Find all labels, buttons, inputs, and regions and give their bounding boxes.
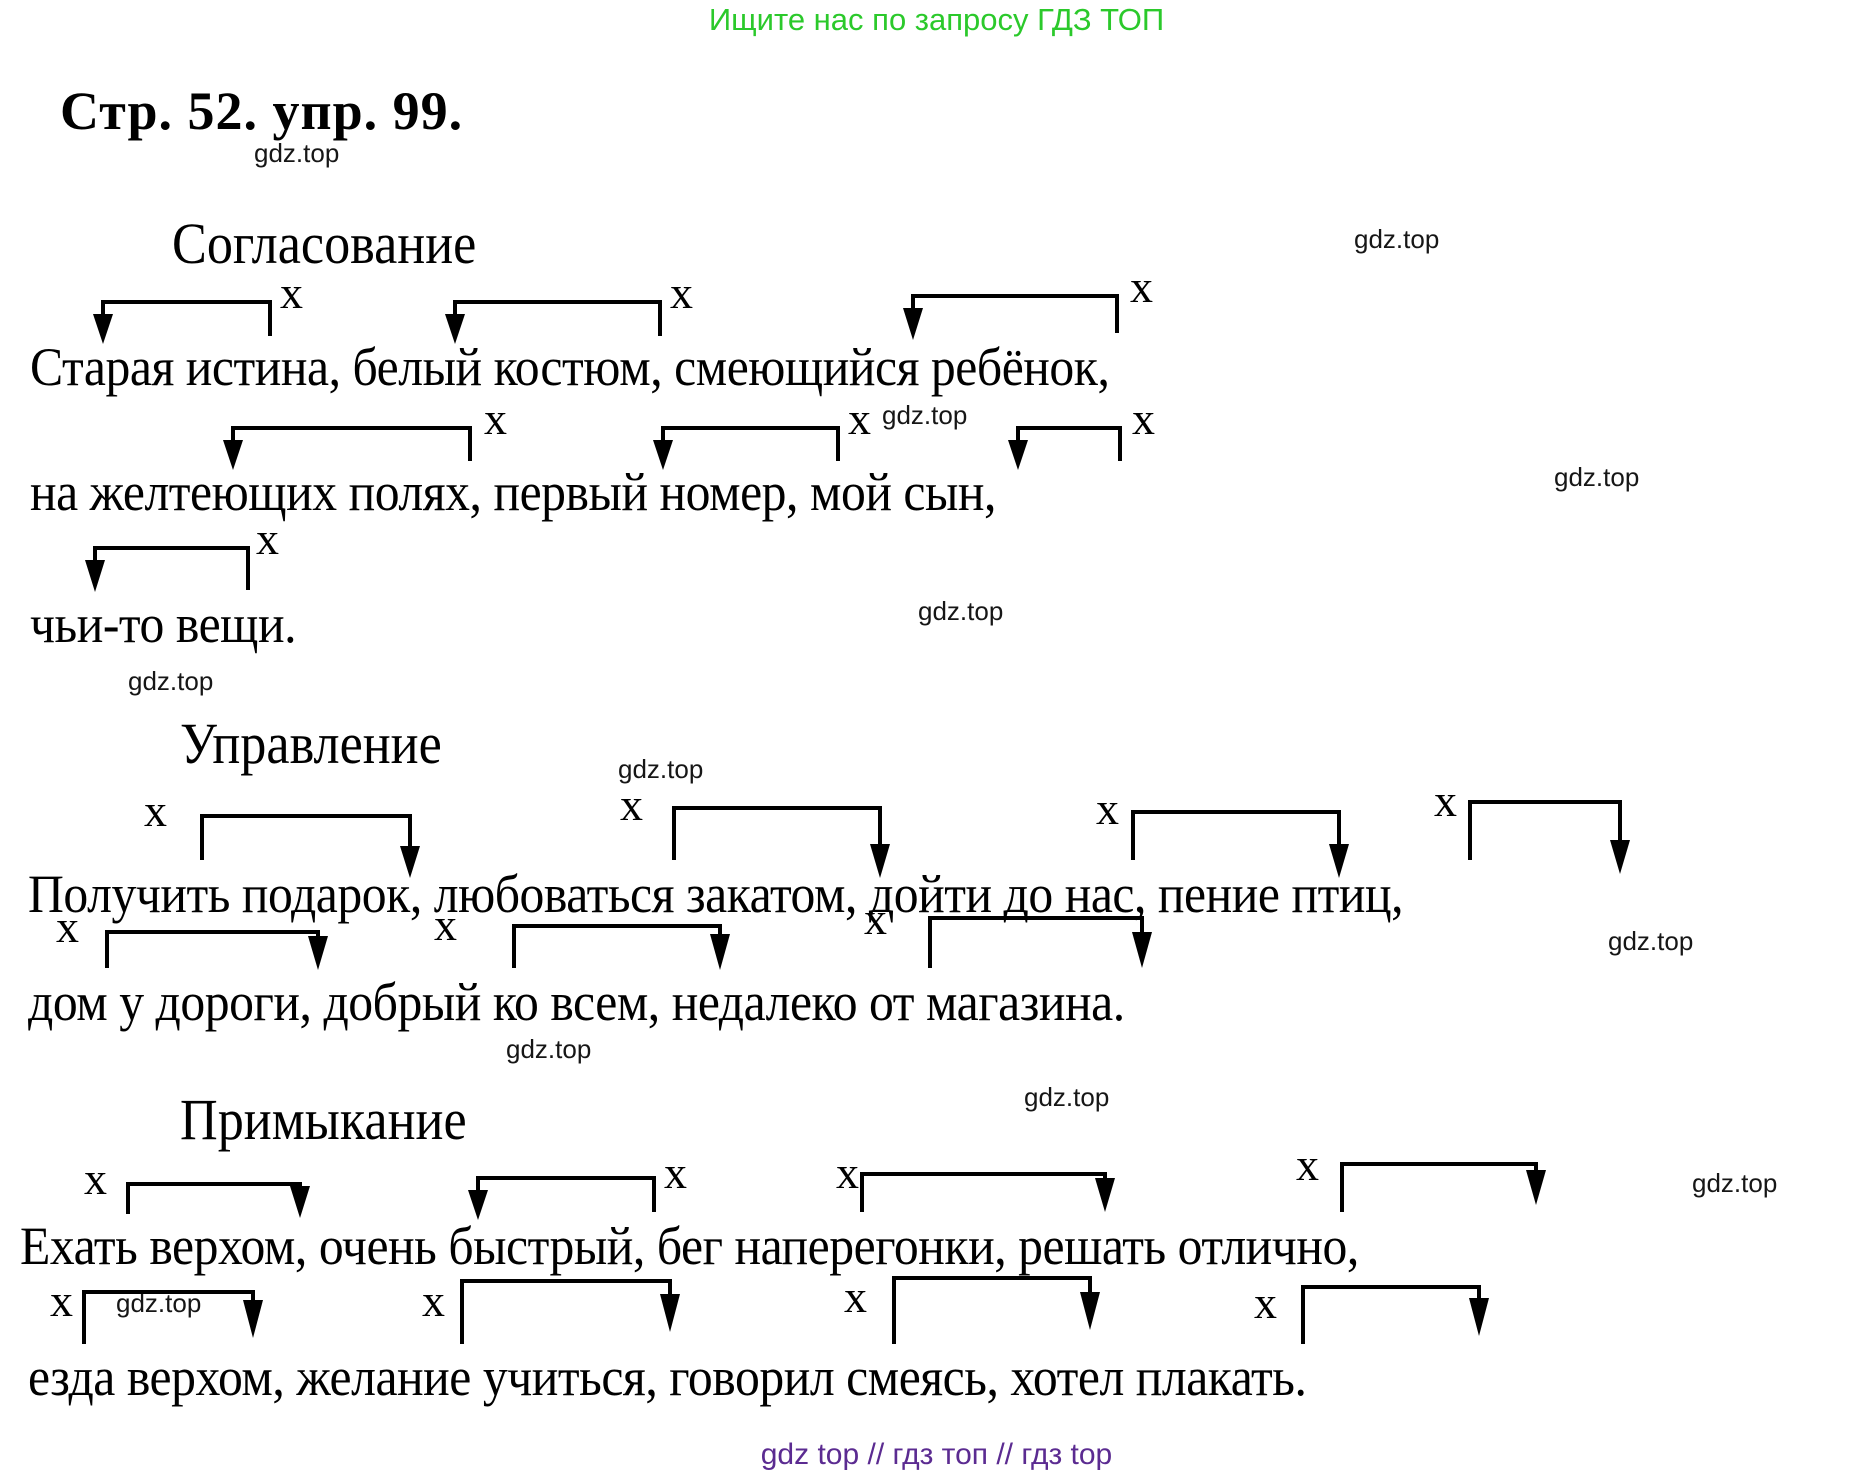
section-heading-soglasovanie: Согласование	[172, 211, 477, 276]
section-heading-upravlenie: Управление	[180, 711, 442, 776]
dependency-arrow	[928, 916, 1152, 968]
head-marker-x: х	[84, 1153, 107, 1204]
phrase-line: чьи-то вещи.	[30, 594, 297, 654]
head-marker-x: х	[620, 779, 643, 830]
head-marker-x: х	[670, 267, 693, 318]
watermark: gdz.top	[1024, 1082, 1110, 1112]
watermark: gdz.top	[116, 1288, 202, 1318]
head-marker-x: х	[56, 901, 79, 952]
watermark: gdz.top	[618, 754, 704, 784]
head-marker-x: х	[1254, 1277, 1277, 1328]
head-marker-x: х	[422, 1275, 445, 1326]
phrase-line: Старая истина, белый костюм, смеющийся р…	[30, 337, 1110, 397]
watermark: gdz.top	[1608, 926, 1694, 956]
head-marker-x: х	[1132, 393, 1155, 444]
head-marker-x: х	[836, 1147, 859, 1198]
head-marker-x: х	[664, 1147, 687, 1198]
phrase-line: на желтеющих полях, первый номер, мой сы…	[30, 462, 997, 522]
head-marker-x: х	[484, 393, 507, 444]
head-marker-x: х	[1130, 261, 1153, 312]
head-marker-x: х	[848, 393, 871, 444]
dependency-arrow	[1468, 800, 1630, 874]
page-title: Стр. 52. упр. 99.	[60, 81, 464, 141]
watermark: gdz.top	[918, 596, 1004, 626]
promo-banner: Ищите нас по запросу ГДЗ ТОП	[708, 2, 1165, 37]
dependency-arrow	[1008, 426, 1122, 470]
head-marker-x: х	[1434, 775, 1457, 826]
head-marker-x: х	[1296, 1139, 1319, 1190]
watermark: gdz.top	[1354, 224, 1440, 254]
dependency-arrow	[460, 1279, 680, 1344]
footer-branding: gdz top // гдз топ // гдз top	[760, 1438, 1113, 1471]
dependency-arrow	[860, 1172, 1115, 1212]
watermark: gdz.top	[1554, 462, 1640, 492]
phrase-line: дом у дороги, добрый ко всем, недалеко о…	[28, 972, 1125, 1032]
dependency-arrow	[903, 294, 1119, 340]
head-marker-x: х	[1096, 783, 1119, 834]
dependency-arrow	[512, 924, 730, 970]
head-marker-x: х	[844, 1271, 867, 1322]
head-marker-x: х	[864, 893, 887, 944]
phrase-line: Получить подарок, любоваться закатом, до…	[28, 864, 1404, 924]
watermark: gdz.top	[506, 1034, 592, 1064]
watermark: gdz.top	[1692, 1168, 1778, 1198]
watermark: gdz.top	[882, 400, 968, 430]
phrase-line: Ехать верхом, очень быстрый, бег наперег…	[20, 1216, 1359, 1276]
dependency-arrow	[468, 1176, 656, 1220]
watermark: gdz.top	[128, 666, 214, 696]
watermark: gdz.top	[254, 138, 340, 168]
dependency-arrow	[1301, 1285, 1489, 1344]
head-marker-x: х	[280, 267, 303, 318]
head-marker-x: х	[50, 1275, 73, 1326]
dependency-arrow	[1340, 1162, 1546, 1212]
dependency-arrow	[105, 930, 328, 970]
phrase-line: езда верхом, желание учиться, говорил см…	[28, 1347, 1307, 1407]
dependency-arrow	[126, 1182, 310, 1218]
head-marker-x: х	[434, 899, 457, 950]
section-heading-primykanie: Примыкание	[180, 1087, 467, 1152]
dependency-arrow	[892, 1276, 1100, 1344]
head-marker-x: х	[256, 513, 279, 564]
head-marker-x: х	[144, 785, 167, 836]
dependency-arrow	[85, 546, 250, 592]
